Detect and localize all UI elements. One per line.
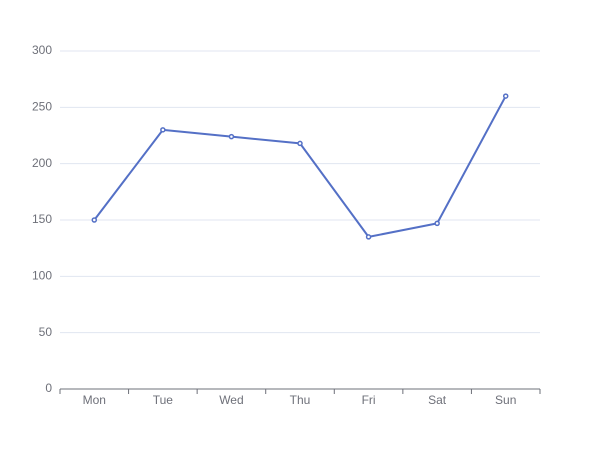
point xyxy=(160,127,166,133)
point xyxy=(365,234,372,240)
x-tick-label: Fri xyxy=(362,393,376,407)
x-tick-label: Sun xyxy=(495,393,516,407)
y-tick-label: 0 xyxy=(45,381,52,395)
x-tick-label: Tue xyxy=(153,393,174,407)
line xyxy=(93,95,507,238)
point xyxy=(434,220,440,227)
y-tick-label: 150 xyxy=(32,212,52,226)
y-tick-label: 300 xyxy=(32,43,52,57)
x-tick-label: Thu xyxy=(290,393,311,407)
point xyxy=(228,133,235,140)
y-tick-label: 100 xyxy=(32,269,52,283)
point xyxy=(502,93,509,99)
x-tick-label: Wed xyxy=(219,393,243,407)
y-tick-label: 50 xyxy=(39,325,53,339)
y-tick-label: 250 xyxy=(32,100,52,114)
point xyxy=(91,217,98,223)
x-tick-label: Mon xyxy=(83,393,106,407)
point xyxy=(297,140,303,147)
x-tick-label: Sat xyxy=(428,393,447,407)
y-tick-label: 200 xyxy=(32,156,52,170)
